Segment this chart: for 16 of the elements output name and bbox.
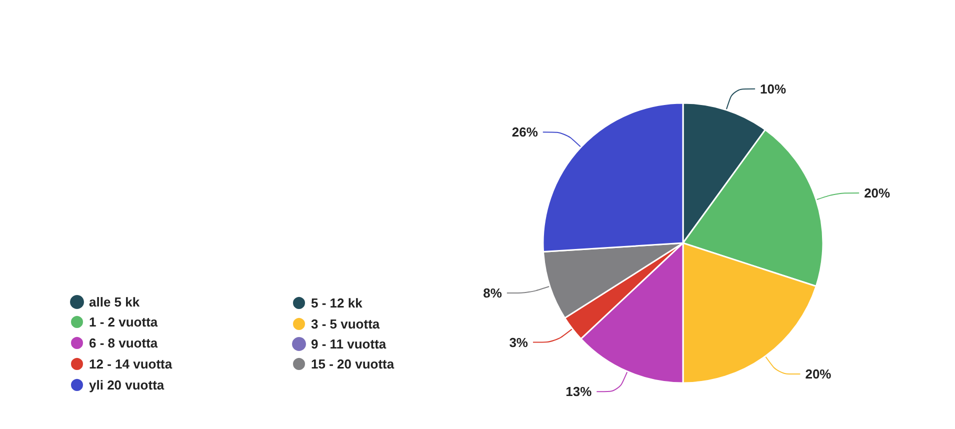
legend-label: 1 - 2 vuotta xyxy=(89,314,158,330)
data-label: 10% xyxy=(760,81,787,96)
legend-label: 9 - 11 vuotta xyxy=(311,336,387,352)
data-label: 26% xyxy=(512,124,538,140)
data-label: 20% xyxy=(805,366,832,382)
legend-label: 5 - 12 kk xyxy=(311,296,364,310)
legend-label: 12 - 14 vuotta xyxy=(89,356,173,372)
data-label: 20% xyxy=(864,185,891,200)
legend-label: 15 - 20 vuotta xyxy=(311,356,395,372)
legend-label: 3 - 5 vuotta xyxy=(311,316,380,332)
legend-label: yli 20 vuotta xyxy=(89,378,165,392)
data-label: 8% xyxy=(483,286,502,301)
legend-label: alle 5 kk xyxy=(89,294,140,310)
data-label: 3% xyxy=(509,334,528,350)
legend-label: 6 - 8 vuotta xyxy=(89,336,158,350)
data-label: 13% xyxy=(566,384,592,400)
